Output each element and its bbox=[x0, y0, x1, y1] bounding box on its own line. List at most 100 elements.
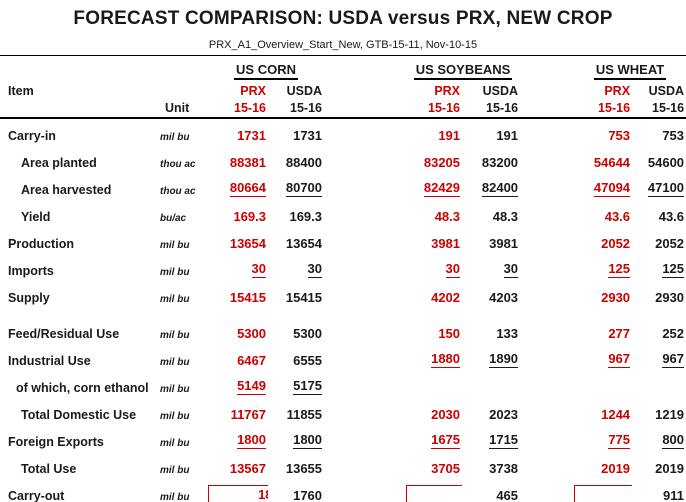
table-row: Production mil bu 13654 13654 3981 3981 2052 20… bbox=[0, 227, 686, 254]
row-label: of which, corn ethanol bbox=[16, 381, 149, 395]
row-unit: mil bu bbox=[160, 492, 190, 502]
row-unit: thou ac bbox=[160, 159, 196, 170]
value: 169.3 bbox=[233, 209, 266, 224]
soybeans-prx-header: PRX bbox=[434, 84, 461, 98]
usda-value-cell: 6555 bbox=[268, 344, 324, 371]
prx-value-cell: 82429 bbox=[406, 173, 462, 200]
value: 13655 bbox=[285, 461, 323, 476]
unit-column-header: Unit bbox=[152, 98, 208, 119]
value: 3981 bbox=[489, 236, 519, 251]
row-unit: mil bu bbox=[160, 384, 190, 395]
column-gap bbox=[520, 281, 574, 308]
usda-value-cell: 2019 bbox=[632, 452, 686, 479]
underlined-value: 967 bbox=[662, 351, 685, 368]
column-gap bbox=[324, 371, 406, 398]
value: 133 bbox=[496, 326, 519, 341]
underlined-value: 1675 bbox=[431, 432, 461, 449]
underlined-value: 30 bbox=[503, 261, 519, 278]
usda-value-cell: 1890 bbox=[462, 344, 520, 371]
row-unit: mil bu bbox=[160, 465, 190, 476]
highlighted-value: 1848 bbox=[208, 485, 268, 502]
usda-value-cell: 1731 bbox=[268, 118, 324, 146]
column-gap bbox=[324, 479, 406, 502]
value: 2930 bbox=[655, 290, 685, 305]
prx-value-cell: 497 bbox=[406, 479, 463, 502]
value: 54644 bbox=[593, 155, 631, 170]
table-row: Area planted thou ac 88381 88400 83205 83200 5… bbox=[0, 146, 686, 173]
prx-value-cell: 80664 bbox=[208, 173, 268, 200]
prx-value-cell: 43.6 bbox=[574, 200, 632, 227]
column-gap bbox=[324, 200, 406, 227]
group-header-us-soybeans: US SOYBEANS bbox=[413, 62, 513, 80]
table-row: Feed/Residual Use mil bu 5300 5300 150 133 277… bbox=[0, 317, 686, 344]
column-gap bbox=[520, 479, 574, 502]
row-label: Total Domestic Use bbox=[21, 408, 137, 422]
prx-value-cell bbox=[574, 371, 632, 398]
highlighted-value: 497 bbox=[406, 485, 463, 502]
prx-value-cell: 2019 bbox=[574, 452, 632, 479]
prx-value-cell: 753 bbox=[574, 118, 632, 146]
usda-value-cell: 5300 bbox=[268, 317, 324, 344]
value: 169.3 bbox=[289, 209, 323, 224]
row-unit: mil bu bbox=[160, 240, 190, 251]
usda-value-cell: 47100 bbox=[632, 173, 686, 200]
column-gap bbox=[324, 118, 406, 146]
usda-value-cell: 2930 bbox=[632, 281, 686, 308]
value: 465 bbox=[496, 488, 519, 502]
prx-value-cell: 1848 bbox=[208, 479, 268, 502]
underlined-value: 30 bbox=[251, 261, 266, 278]
usda-value-cell: 43.6 bbox=[632, 200, 686, 227]
value: 43.6 bbox=[604, 209, 631, 224]
prx-value-cell: 2030 bbox=[406, 398, 462, 425]
value: 15415 bbox=[229, 290, 266, 305]
column-gap bbox=[520, 227, 574, 254]
value: 6555 bbox=[293, 353, 323, 368]
group-header-us-corn: US CORN bbox=[234, 62, 298, 80]
prx-value-cell: 54644 bbox=[574, 146, 632, 173]
prx-value-cell: 5149 bbox=[208, 371, 268, 398]
section-spacer-cell bbox=[0, 308, 686, 317]
row-unit: mil bu bbox=[160, 132, 190, 143]
usda-value-cell: 2052 bbox=[632, 227, 686, 254]
column-gap bbox=[324, 254, 406, 281]
prx-value-cell: 13567 bbox=[208, 452, 268, 479]
soybeans-usda-season: 15-16 bbox=[462, 98, 521, 119]
value: 2052 bbox=[655, 236, 685, 251]
usda-value-cell: 11855 bbox=[268, 398, 324, 425]
table-row: Total Use mil bu 13567 13655 3705 3738 2019 201… bbox=[0, 452, 686, 479]
prx-value-cell: 11767 bbox=[208, 398, 268, 425]
column-gap bbox=[520, 344, 574, 371]
prx-value-cell: 88381 bbox=[208, 146, 268, 173]
value: 2930 bbox=[601, 290, 631, 305]
value: 3705 bbox=[431, 461, 461, 476]
row-label: Production bbox=[8, 237, 74, 251]
prx-value-cell: 1731 bbox=[208, 118, 268, 146]
usda-value-cell: 4203 bbox=[462, 281, 520, 308]
value: 1731 bbox=[237, 128, 266, 143]
prx-value-cell: 47094 bbox=[574, 173, 632, 200]
usda-value-cell: 30 bbox=[268, 254, 324, 281]
value: 3981 bbox=[431, 236, 461, 251]
prx-value-cell: 169.3 bbox=[208, 200, 268, 227]
value: 6467 bbox=[237, 353, 266, 368]
prx-value-cell: 1880 bbox=[406, 344, 462, 371]
row-label: Area planted bbox=[21, 156, 97, 170]
underlined-value: 125 bbox=[608, 261, 631, 278]
value: 5300 bbox=[237, 326, 266, 341]
prx-value-cell: 2052 bbox=[574, 227, 632, 254]
underlined-value: 775 bbox=[608, 432, 631, 449]
wheat-prx-header: PRX bbox=[604, 84, 631, 98]
value: 5300 bbox=[293, 326, 323, 341]
prx-value-cell: 191 bbox=[406, 118, 462, 146]
prx-value-cell: 911 bbox=[574, 479, 633, 502]
value: 15415 bbox=[285, 290, 323, 305]
value: 2023 bbox=[489, 407, 519, 422]
underlined-value: 82400 bbox=[481, 180, 519, 197]
value: 753 bbox=[662, 128, 685, 143]
usda-value-cell: 753 bbox=[632, 118, 686, 146]
row-unit: mil bu bbox=[160, 438, 190, 449]
underlined-value: 1880 bbox=[431, 351, 461, 368]
value: 2019 bbox=[601, 461, 631, 476]
item-column-header: Item bbox=[8, 84, 34, 98]
